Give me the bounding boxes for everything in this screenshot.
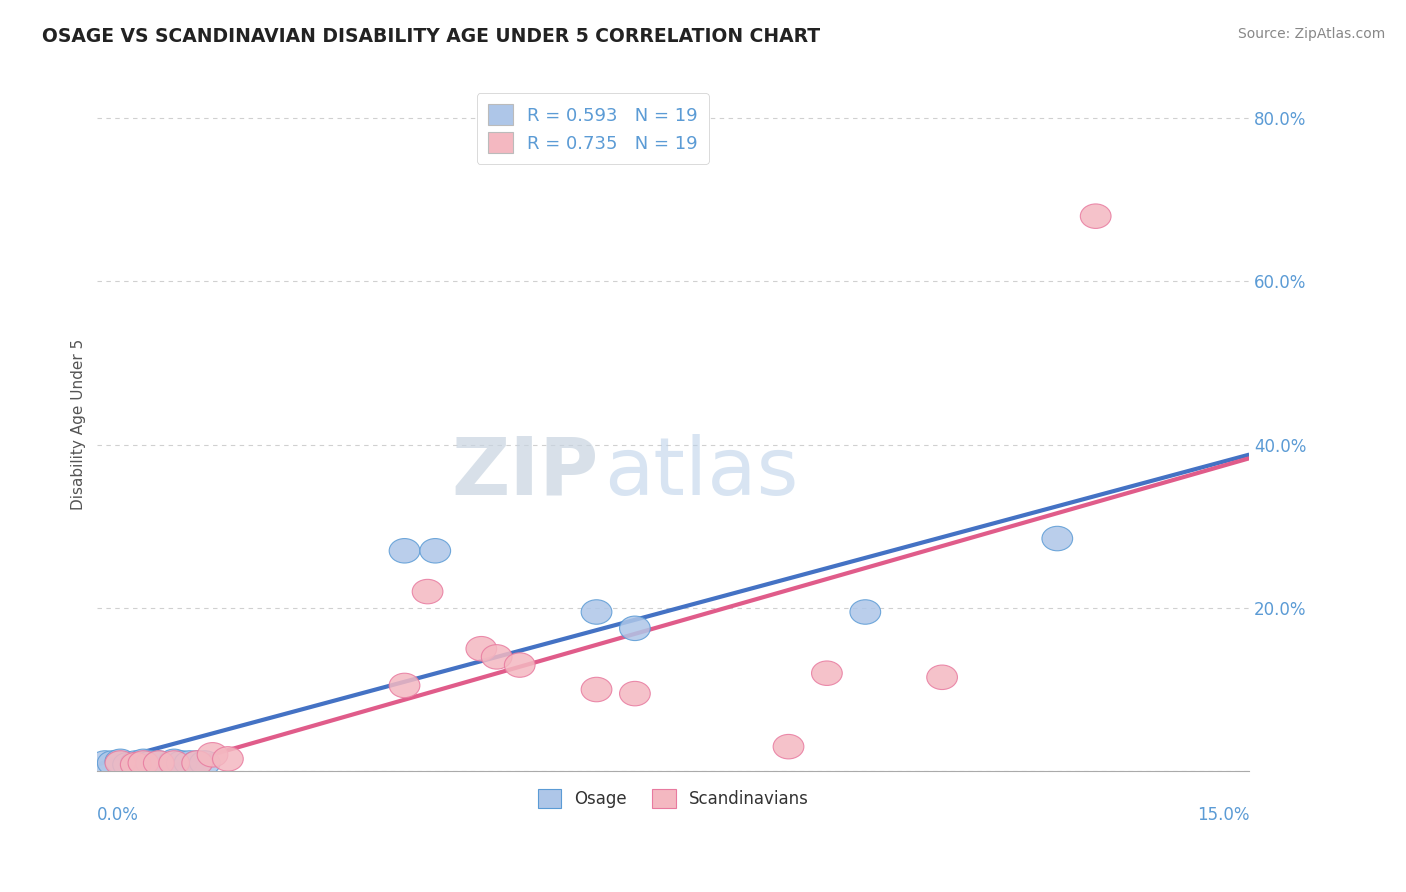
Ellipse shape (90, 751, 121, 775)
Ellipse shape (143, 751, 174, 775)
Ellipse shape (197, 742, 228, 767)
Y-axis label: Disability Age Under 5: Disability Age Under 5 (72, 339, 86, 510)
Ellipse shape (481, 645, 512, 669)
Ellipse shape (1080, 204, 1111, 228)
Ellipse shape (420, 539, 450, 563)
Ellipse shape (212, 747, 243, 772)
Ellipse shape (412, 579, 443, 604)
Ellipse shape (159, 749, 190, 773)
Text: Source: ZipAtlas.com: Source: ZipAtlas.com (1237, 27, 1385, 41)
Ellipse shape (136, 751, 166, 775)
Ellipse shape (143, 751, 174, 775)
Ellipse shape (105, 751, 136, 775)
Ellipse shape (181, 751, 212, 775)
Ellipse shape (105, 749, 136, 773)
Ellipse shape (128, 751, 159, 775)
Ellipse shape (389, 673, 420, 698)
Ellipse shape (581, 677, 612, 702)
Ellipse shape (159, 751, 190, 775)
Ellipse shape (620, 616, 651, 640)
Ellipse shape (112, 752, 143, 777)
Ellipse shape (389, 539, 420, 563)
Ellipse shape (128, 749, 159, 773)
Text: OSAGE VS SCANDINAVIAN DISABILITY AGE UNDER 5 CORRELATION CHART: OSAGE VS SCANDINAVIAN DISABILITY AGE UND… (42, 27, 820, 45)
Ellipse shape (121, 752, 150, 777)
Ellipse shape (505, 653, 536, 677)
Ellipse shape (97, 751, 128, 775)
Text: 0.0%: 0.0% (97, 805, 139, 824)
Ellipse shape (190, 751, 221, 775)
Ellipse shape (773, 734, 804, 759)
Ellipse shape (620, 681, 651, 706)
Ellipse shape (927, 665, 957, 690)
Text: ZIP: ZIP (451, 434, 599, 512)
Ellipse shape (811, 661, 842, 685)
Ellipse shape (166, 751, 197, 775)
Ellipse shape (465, 637, 496, 661)
Ellipse shape (174, 751, 205, 775)
Ellipse shape (851, 599, 880, 624)
Ellipse shape (121, 751, 150, 775)
Ellipse shape (181, 751, 212, 775)
Ellipse shape (1042, 526, 1073, 550)
Text: atlas: atlas (605, 434, 799, 512)
Ellipse shape (581, 599, 612, 624)
Legend: Osage, Scandinavians: Osage, Scandinavians (531, 782, 815, 814)
Text: 15.0%: 15.0% (1197, 805, 1250, 824)
